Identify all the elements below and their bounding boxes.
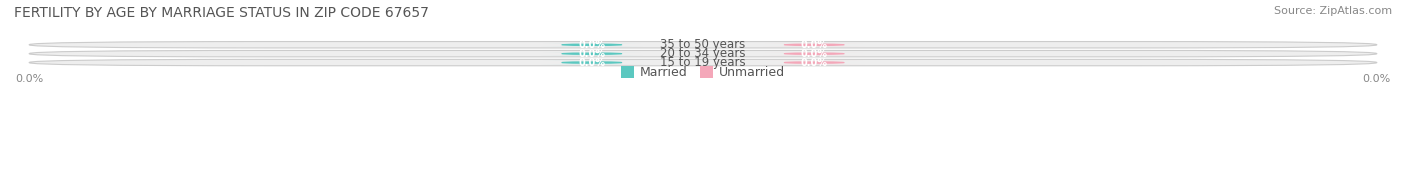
Text: FERTILITY BY AGE BY MARRIAGE STATUS IN ZIP CODE 67657: FERTILITY BY AGE BY MARRIAGE STATUS IN Z…: [14, 6, 429, 20]
Text: 35 to 50 years: 35 to 50 years: [661, 38, 745, 51]
FancyBboxPatch shape: [541, 61, 643, 64]
FancyBboxPatch shape: [763, 61, 865, 64]
FancyBboxPatch shape: [763, 52, 865, 55]
Text: 15 to 19 years: 15 to 19 years: [661, 56, 745, 69]
FancyBboxPatch shape: [30, 59, 1376, 66]
Text: 0.0%: 0.0%: [578, 58, 606, 68]
Text: 0.0%: 0.0%: [578, 40, 606, 50]
Text: 0.0%: 0.0%: [800, 49, 828, 59]
Text: 0.0%: 0.0%: [800, 40, 828, 50]
Text: 20 to 34 years: 20 to 34 years: [661, 47, 745, 60]
Text: Source: ZipAtlas.com: Source: ZipAtlas.com: [1274, 6, 1392, 16]
FancyBboxPatch shape: [763, 43, 865, 46]
Text: 0.0%: 0.0%: [800, 58, 828, 68]
FancyBboxPatch shape: [30, 42, 1376, 48]
FancyBboxPatch shape: [30, 50, 1376, 57]
Text: 0.0%: 0.0%: [578, 49, 606, 59]
FancyBboxPatch shape: [541, 52, 643, 55]
Legend: Married, Unmarried: Married, Unmarried: [616, 61, 790, 84]
FancyBboxPatch shape: [541, 43, 643, 46]
